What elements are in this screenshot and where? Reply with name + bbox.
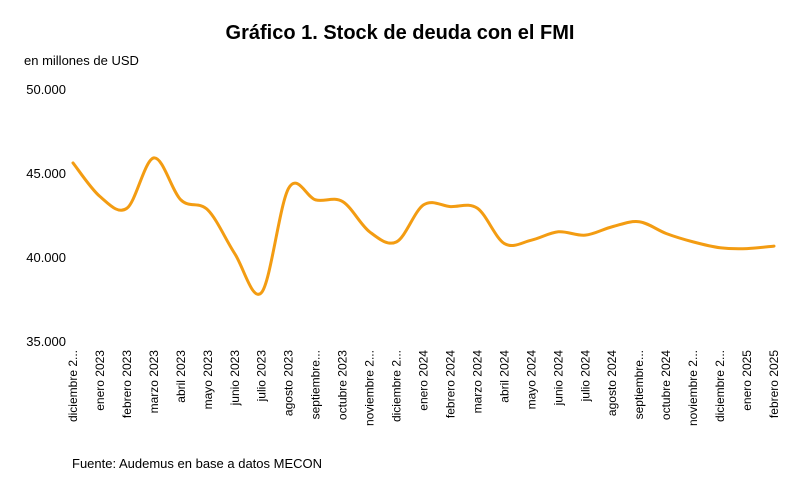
data-point xyxy=(314,198,317,201)
x-tick-label: octubre 2023 xyxy=(336,350,350,420)
data-point xyxy=(746,247,749,250)
x-tick-label: enero 2024 xyxy=(417,350,431,411)
y-tick-label: 50.000 xyxy=(26,82,66,97)
data-point xyxy=(260,291,263,294)
data-point xyxy=(476,207,479,210)
data-point xyxy=(206,208,209,211)
x-tick-label: febrero 2024 xyxy=(443,350,457,418)
y-tick-label: 35.000 xyxy=(26,334,66,349)
data-point xyxy=(773,245,776,248)
data-point xyxy=(692,240,695,243)
data-point xyxy=(584,234,587,237)
data-point xyxy=(611,225,614,228)
x-tick-label: diciembre 2... xyxy=(390,350,404,422)
x-tick-label: noviembre 2... xyxy=(363,350,377,426)
data-point xyxy=(422,203,425,206)
data-point xyxy=(72,161,75,164)
data-point xyxy=(368,230,371,233)
data-point xyxy=(503,242,506,245)
x-tick-label: febrero 2025 xyxy=(767,350,781,418)
data-point xyxy=(638,220,641,223)
data-point xyxy=(719,246,722,249)
series-group xyxy=(71,156,776,296)
x-tick-label: noviembre 2... xyxy=(686,350,700,426)
x-tick-label: junio 2023 xyxy=(228,350,242,407)
x-tick-label: marzo 2023 xyxy=(147,350,161,414)
x-tick-label: agosto 2023 xyxy=(282,350,296,416)
data-point xyxy=(449,205,452,208)
x-tick-label: abril 2023 xyxy=(174,350,188,403)
data-point xyxy=(125,207,128,210)
data-point xyxy=(557,230,560,233)
data-point xyxy=(395,240,398,243)
data-point xyxy=(665,232,668,235)
y-tick-label: 40.000 xyxy=(26,250,66,265)
data-point xyxy=(179,198,182,201)
x-tick-label: diciembre 2... xyxy=(66,350,80,422)
x-tick-label: abril 2024 xyxy=(497,350,511,403)
data-point xyxy=(287,187,290,190)
x-tick-label: septiembre... xyxy=(309,350,323,419)
chart-title: Gráfico 1. Stock de deuda con el FMI xyxy=(225,22,575,44)
data-point xyxy=(341,200,344,203)
x-tick-label: octubre 2024 xyxy=(659,350,673,420)
x-tick-label: mayo 2024 xyxy=(524,350,538,410)
y-tick-label: 45.000 xyxy=(26,166,66,181)
x-tick-label: septiembre... xyxy=(632,350,646,419)
data-point xyxy=(152,156,155,159)
x-tick-label: julio 2023 xyxy=(255,350,269,403)
y-axis-unit-label: en millones de USD xyxy=(24,53,139,68)
x-tick-label: enero 2023 xyxy=(93,350,107,411)
x-tick-label: marzo 2024 xyxy=(470,350,484,414)
source-note: Fuente: Audemus en base a datos MECON xyxy=(72,456,323,471)
x-tick-label: enero 2025 xyxy=(740,350,754,411)
x-tick-label: julio 2024 xyxy=(578,350,592,403)
x-tick-label: agosto 2024 xyxy=(605,350,619,416)
x-tick-label: junio 2024 xyxy=(551,350,565,407)
y-axis-ticks: 50.000 45.000 40.000 35.000 xyxy=(26,82,66,349)
series-line xyxy=(71,156,776,296)
x-tick-label: mayo 2023 xyxy=(201,350,215,410)
data-point xyxy=(530,239,533,242)
x-tick-label: febrero 2023 xyxy=(120,350,134,418)
data-point xyxy=(233,252,236,255)
x-axis-ticks: diciembre 2... enero 2023 febrero 2023 marz… xyxy=(66,350,781,426)
data-point xyxy=(98,195,101,198)
x-tick-label: diciembre 2... xyxy=(713,350,727,422)
